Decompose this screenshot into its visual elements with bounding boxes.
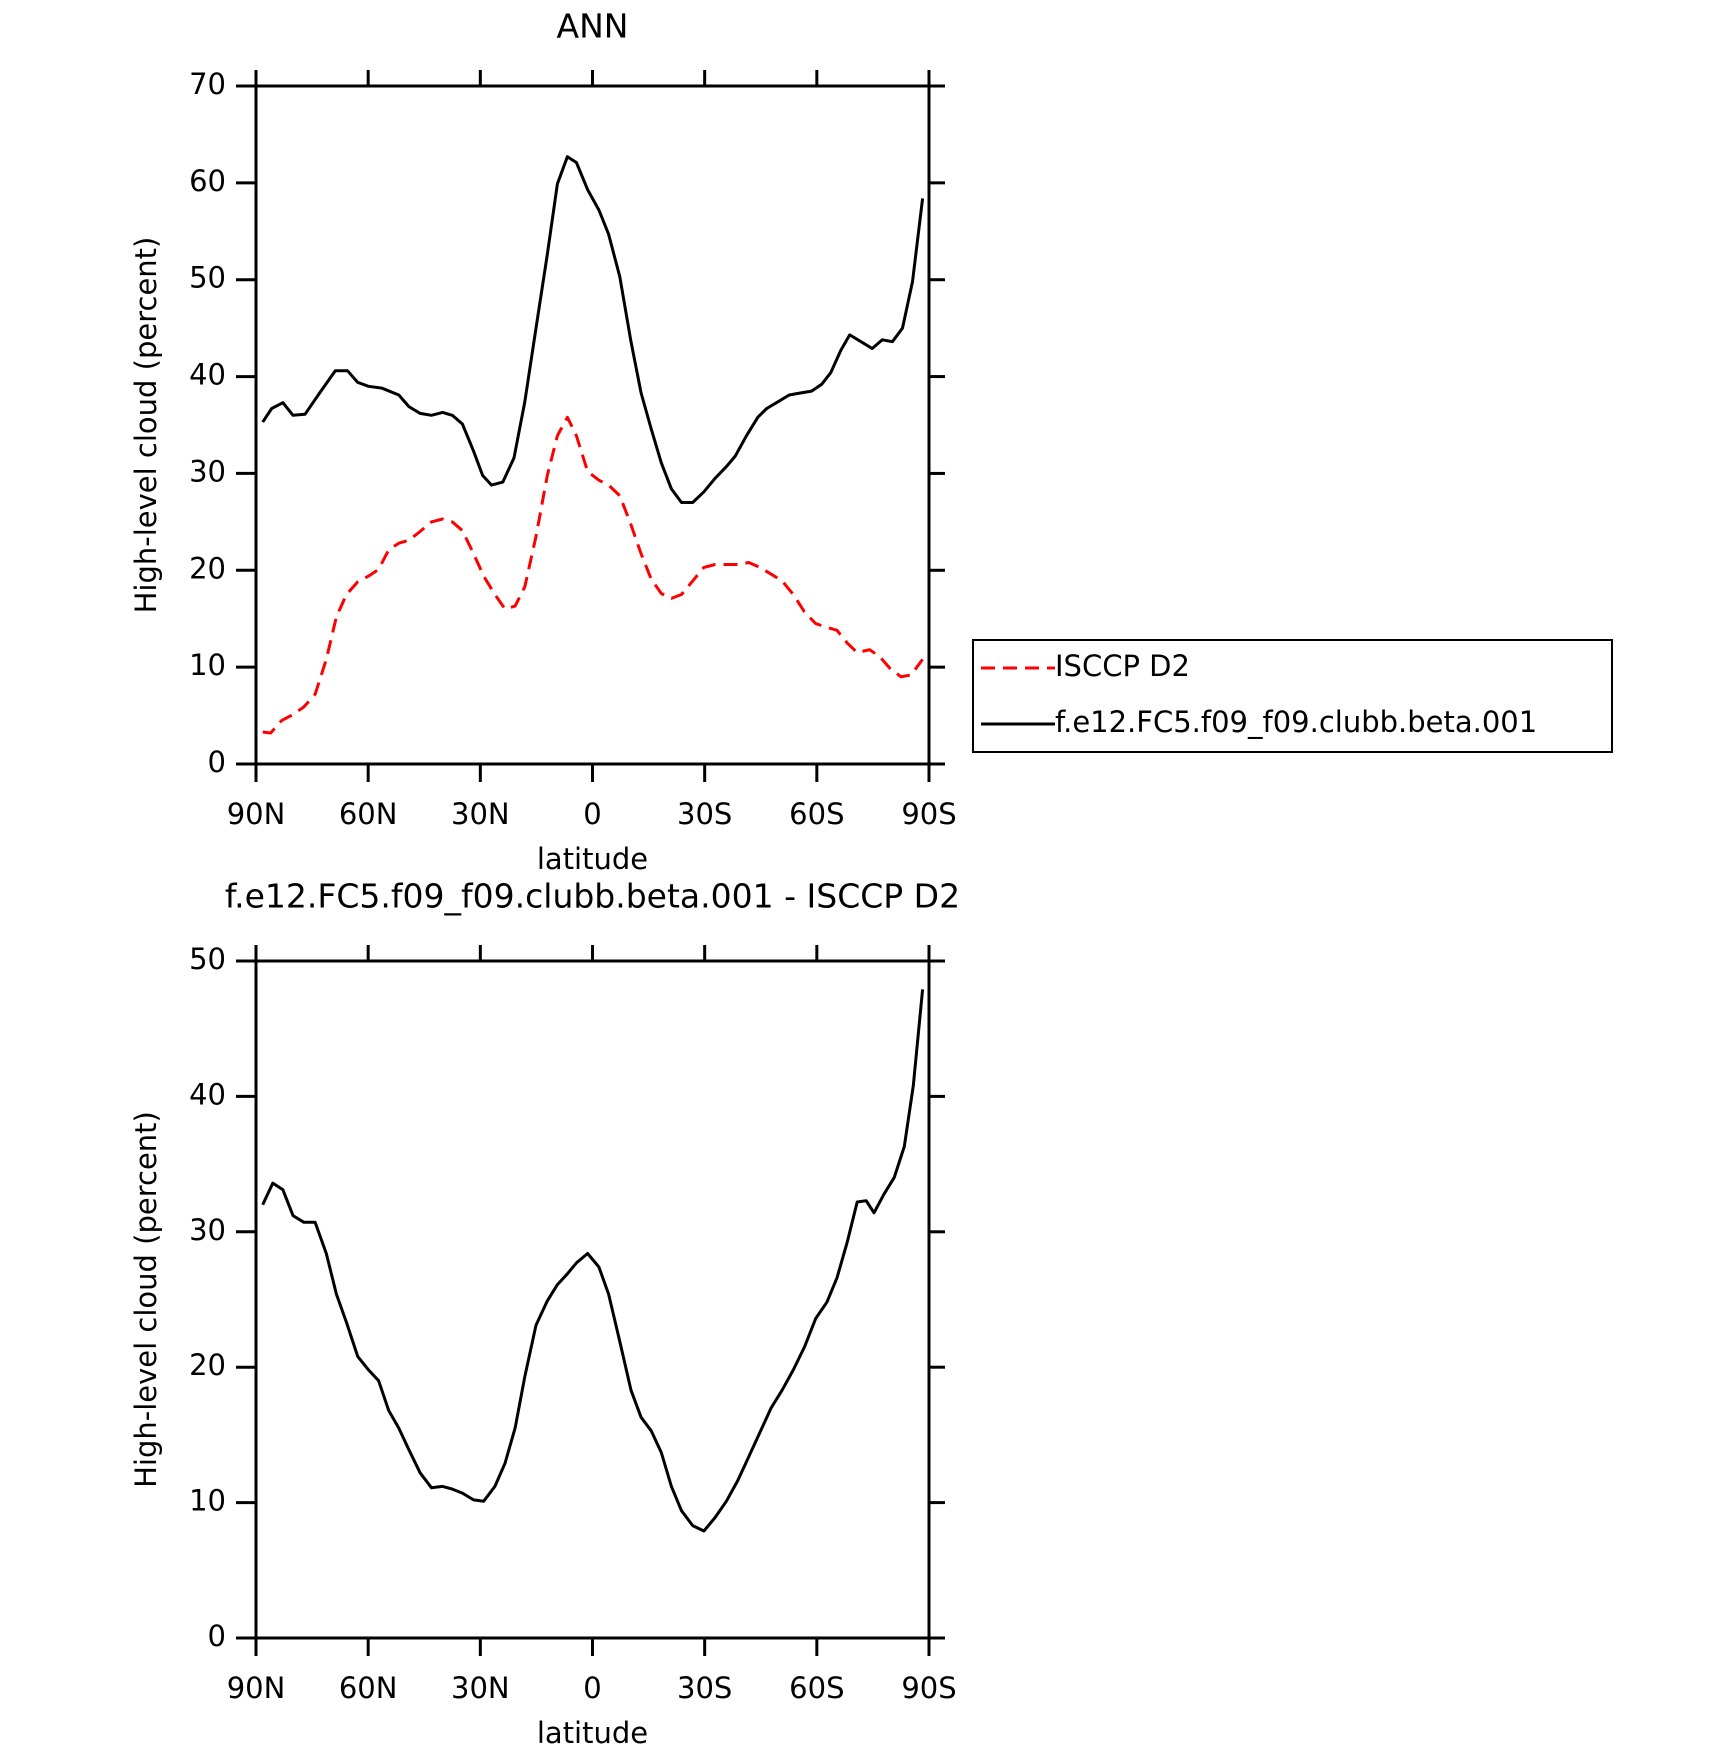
x-tick-label: 60S xyxy=(789,1671,844,1705)
y-axis-label: High-level cloud (percent) xyxy=(129,1111,163,1488)
y-tick-label: 40 xyxy=(189,358,226,392)
x-tick-label: 30N xyxy=(451,797,510,831)
x-tick-label: 60N xyxy=(339,797,398,831)
x-tick-label: 30S xyxy=(677,797,732,831)
y-tick-label: 40 xyxy=(189,1077,226,1111)
x-tick-label: 30N xyxy=(451,1671,510,1705)
x-tick-label: 90S xyxy=(901,797,956,831)
y-tick-label: 0 xyxy=(208,1619,226,1653)
legend-box xyxy=(972,639,1613,753)
y-tick-label: 50 xyxy=(189,261,226,295)
y-tick-label: 30 xyxy=(189,1213,226,1247)
y-tick-label: 0 xyxy=(208,745,226,779)
x-axis-label: latitude xyxy=(537,1716,648,1745)
x-tick-label: 0 xyxy=(583,1671,601,1705)
chart-title: f.e12.FC5.f09_f09.clubb.beta.001 - ISCCP… xyxy=(225,877,960,916)
x-axis-label: latitude xyxy=(537,842,648,876)
y-tick-label: 20 xyxy=(189,551,226,585)
y-tick-label: 50 xyxy=(189,942,226,976)
x-tick-label: 0 xyxy=(583,797,601,831)
y-axis-label: High-level cloud (percent) xyxy=(129,237,163,614)
plot-frame xyxy=(254,84,931,766)
x-tick-label: 60N xyxy=(339,1671,398,1705)
x-tick-label: 30S xyxy=(677,1671,732,1705)
legend-label: f.e12.FC5.f09_f09.clubb.beta.001 xyxy=(1055,705,1537,739)
y-tick-label: 70 xyxy=(189,67,226,101)
y-tick-label: 20 xyxy=(189,1348,226,1382)
series-line xyxy=(261,989,925,1533)
y-tick-label: 30 xyxy=(189,454,226,488)
x-tick-label: 60S xyxy=(789,797,844,831)
y-tick-label: 60 xyxy=(189,164,226,198)
x-tick-label: 90S xyxy=(901,1671,956,1705)
series-line xyxy=(262,415,924,735)
legend-label: ISCCP D2 xyxy=(1055,649,1190,683)
y-tick-label: 10 xyxy=(189,648,226,682)
series-line xyxy=(261,155,925,504)
x-tick-label: 90N xyxy=(227,797,286,831)
chart-title: ANN xyxy=(557,7,629,46)
y-tick-label: 10 xyxy=(189,1484,226,1518)
x-tick-label: 90N xyxy=(227,1671,286,1705)
